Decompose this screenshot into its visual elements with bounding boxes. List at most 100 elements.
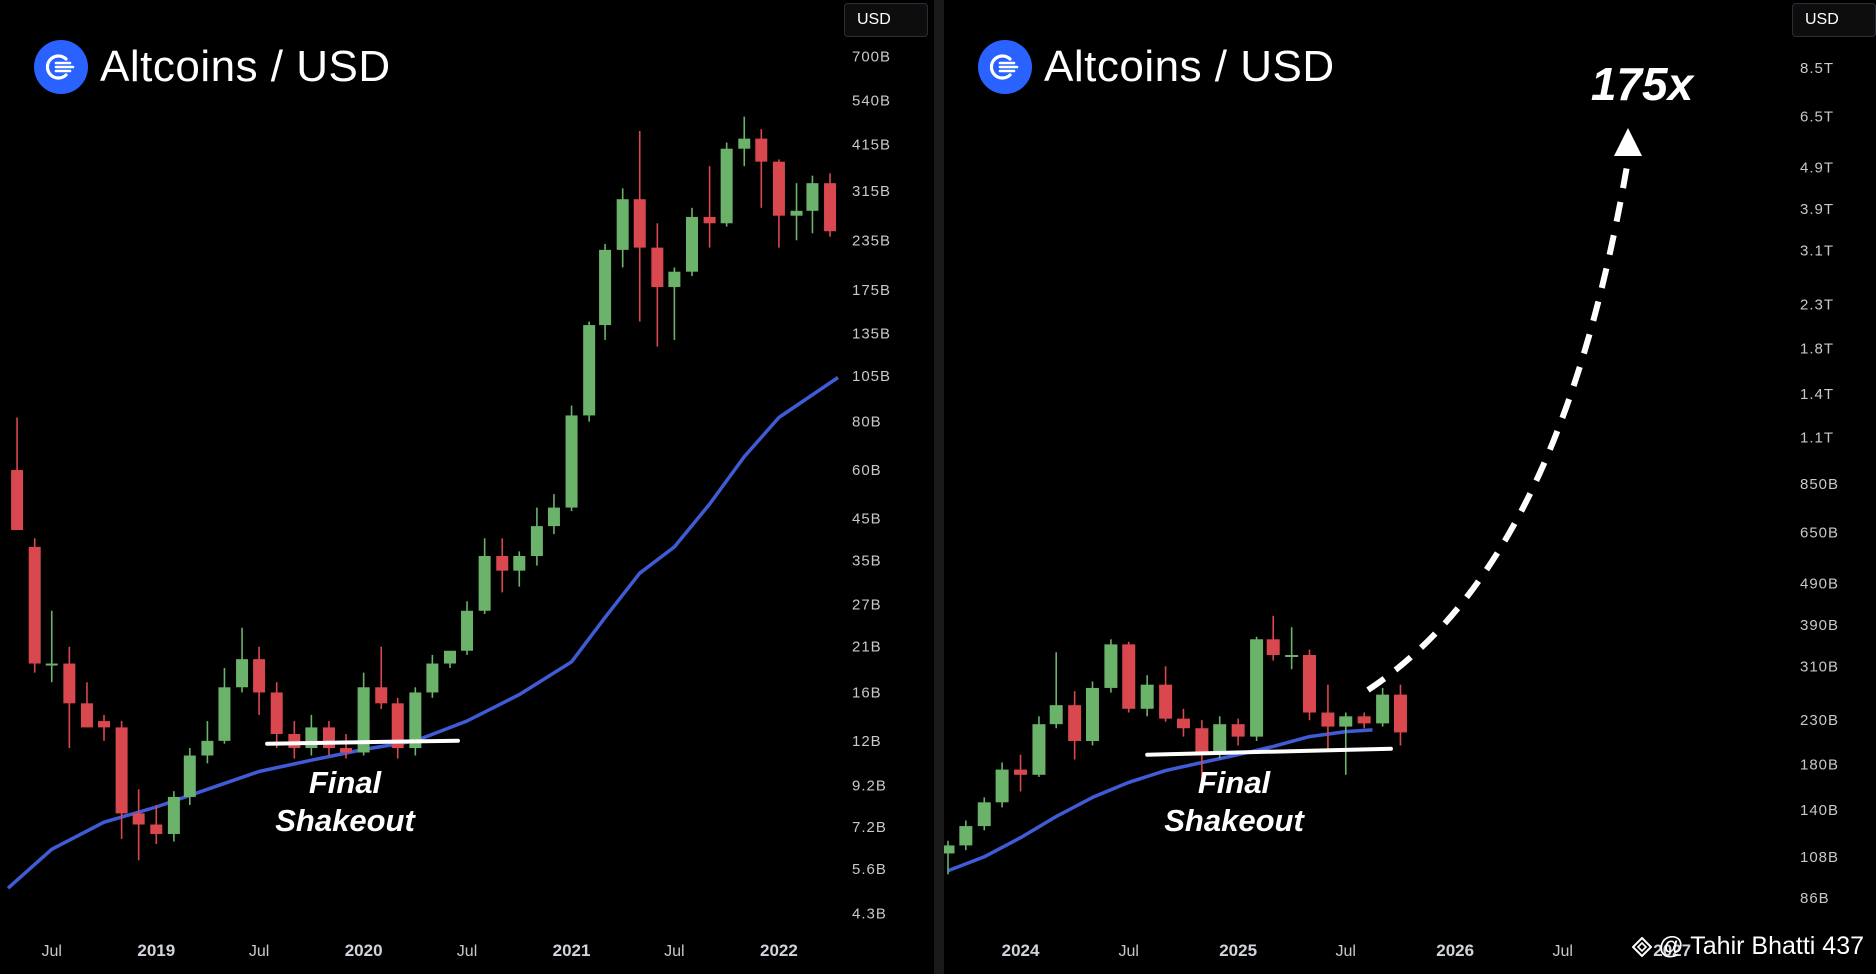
right-x-tick-label: Jul (1119, 943, 1139, 960)
right-chart-header: Altcoins / USD (978, 40, 1335, 94)
left-candle (409, 687, 422, 756)
right-candle (1140, 675, 1154, 717)
watermark-text: @ Tahir Bhatti 437 (1658, 932, 1864, 960)
right-candle (1195, 720, 1209, 792)
right-chart-svg: 8.5T 6.5T 4.9T 3.9T 3.1T 2.3T 1.8T 1.4T 1.1T 850B… (944, 58, 1839, 960)
left-x-tick-label: Jul (664, 943, 684, 960)
left-x-tick-label: 2021 (553, 941, 591, 960)
left-x-tick-label: 2019 (137, 941, 175, 960)
right-y-tick-label: 3.1T (1800, 242, 1834, 259)
left-candle (738, 116, 751, 167)
left-candle (236, 627, 249, 693)
left-x-tick-label: Jul (457, 943, 477, 960)
left-y-tick-label: 175B (852, 282, 891, 299)
left-candle (790, 183, 803, 241)
left-candle (478, 538, 491, 615)
right-candle (1285, 627, 1299, 670)
left-candle (218, 668, 231, 744)
left-y-tick-label: 35B (852, 553, 882, 570)
left-candle (375, 646, 388, 710)
right-x-tick-label: 2025 (1219, 941, 1257, 960)
panel-divider (934, 0, 944, 974)
right-y-tick-label: 310B (1800, 658, 1839, 675)
right-y-tick-label: 108B (1800, 849, 1839, 866)
right-x-tick-label: Jul (1553, 943, 1573, 960)
right-candle (1302, 649, 1316, 721)
right-candle (995, 762, 1009, 808)
left-chart-panel: 700B 540B 415B 315B 235B 175B 135B 105B 80B 60B 45… (0, 0, 934, 974)
left-x-tick-label: Jul (42, 943, 62, 960)
left-candle (703, 166, 716, 248)
right-x-tick-label: 2024 (1002, 941, 1040, 960)
left-candle (668, 267, 681, 340)
left-y-tick-label: 5.6B (852, 861, 887, 878)
watermark: @ Tahir Bhatti 437 (1632, 932, 1864, 961)
right-y-tick-label: 2.3T (1800, 296, 1834, 313)
left-candle (443, 650, 456, 669)
right-candle (1376, 687, 1390, 727)
right-y-tick-label: 650B (1800, 525, 1839, 542)
right-y-tick-label: 140B (1800, 802, 1839, 819)
right-projection-arrow (1366, 159, 1631, 693)
right-candle (1159, 666, 1173, 722)
right-candle (1266, 615, 1280, 661)
right-candle (1049, 652, 1063, 729)
right-y-tick-label: 4.9T (1800, 160, 1834, 177)
left-candle (806, 175, 819, 234)
left-x-tick-label: 2022 (760, 941, 798, 960)
left-x-tick-label: Jul (249, 943, 269, 960)
left-y-tick-label: 315B (852, 183, 891, 200)
left-candle (201, 721, 214, 764)
right-y-tick-label: 490B (1800, 576, 1839, 593)
right-candle (1085, 681, 1099, 746)
left-candle (651, 223, 664, 347)
right-y-tick-label: 86B (1800, 890, 1830, 907)
left-candle (45, 610, 58, 683)
left-y-tick-label: 60B (852, 462, 882, 479)
left-y-tick-label: 21B (852, 639, 882, 656)
left-chart-svg: 700B 540B 415B 315B 235B 175B 135B 105B 80B 60B 45… (6, 49, 891, 960)
left-candle (270, 682, 283, 749)
right-y-tick-label: 390B (1800, 617, 1839, 634)
left-candle (150, 804, 163, 845)
left-annotation-label: Shakeout (275, 803, 416, 838)
left-currency-selector[interactable]: USD (844, 3, 928, 37)
left-chart-header: Altcoins / USD (34, 40, 391, 94)
left-candle (547, 494, 560, 535)
left-candle (599, 243, 612, 340)
left-y-tick-label: 12B (852, 733, 882, 750)
left-y-tick-label: 7.2B (852, 819, 887, 836)
right-y-tick-label: 230B (1800, 712, 1839, 729)
left-candle (461, 601, 474, 655)
right-candle (1339, 712, 1353, 775)
left-y-tick-label: 540B (852, 92, 891, 109)
right-candle (944, 840, 955, 875)
left-support-line (265, 738, 460, 746)
left-y-tick-label: 4.3B (852, 906, 887, 923)
right-projection-arrowhead (1614, 128, 1642, 156)
left-candle (513, 551, 526, 587)
left-x-tick-label: 2020 (345, 941, 383, 960)
left-annotation-label: Final (309, 765, 383, 800)
left-candle (530, 507, 543, 566)
right-y-tick-label: 3.9T (1800, 201, 1834, 218)
left-candle (616, 188, 629, 268)
left-y-tick-label: 135B (852, 326, 891, 343)
right-candle (1250, 636, 1264, 741)
right-candle (1014, 754, 1028, 792)
left-candle (253, 646, 266, 715)
left-candle (80, 682, 93, 728)
right-x-tick-label: 2026 (1436, 941, 1474, 960)
right-projection-target-label: 175x (1591, 58, 1696, 110)
right-y-tick-label: 180B (1800, 756, 1839, 773)
right-candle (977, 797, 991, 831)
right-y-tick-label: 1.4T (1800, 386, 1834, 403)
left-candle (322, 721, 335, 756)
altcoins-logo-icon (978, 40, 1032, 94)
left-candle (755, 129, 768, 208)
right-currency-selector[interactable]: USD (1792, 3, 1876, 37)
right-candle (1231, 718, 1245, 746)
right-candle (1357, 712, 1371, 729)
left-y-tick-label: 235B (852, 232, 891, 249)
left-candle (685, 207, 698, 277)
